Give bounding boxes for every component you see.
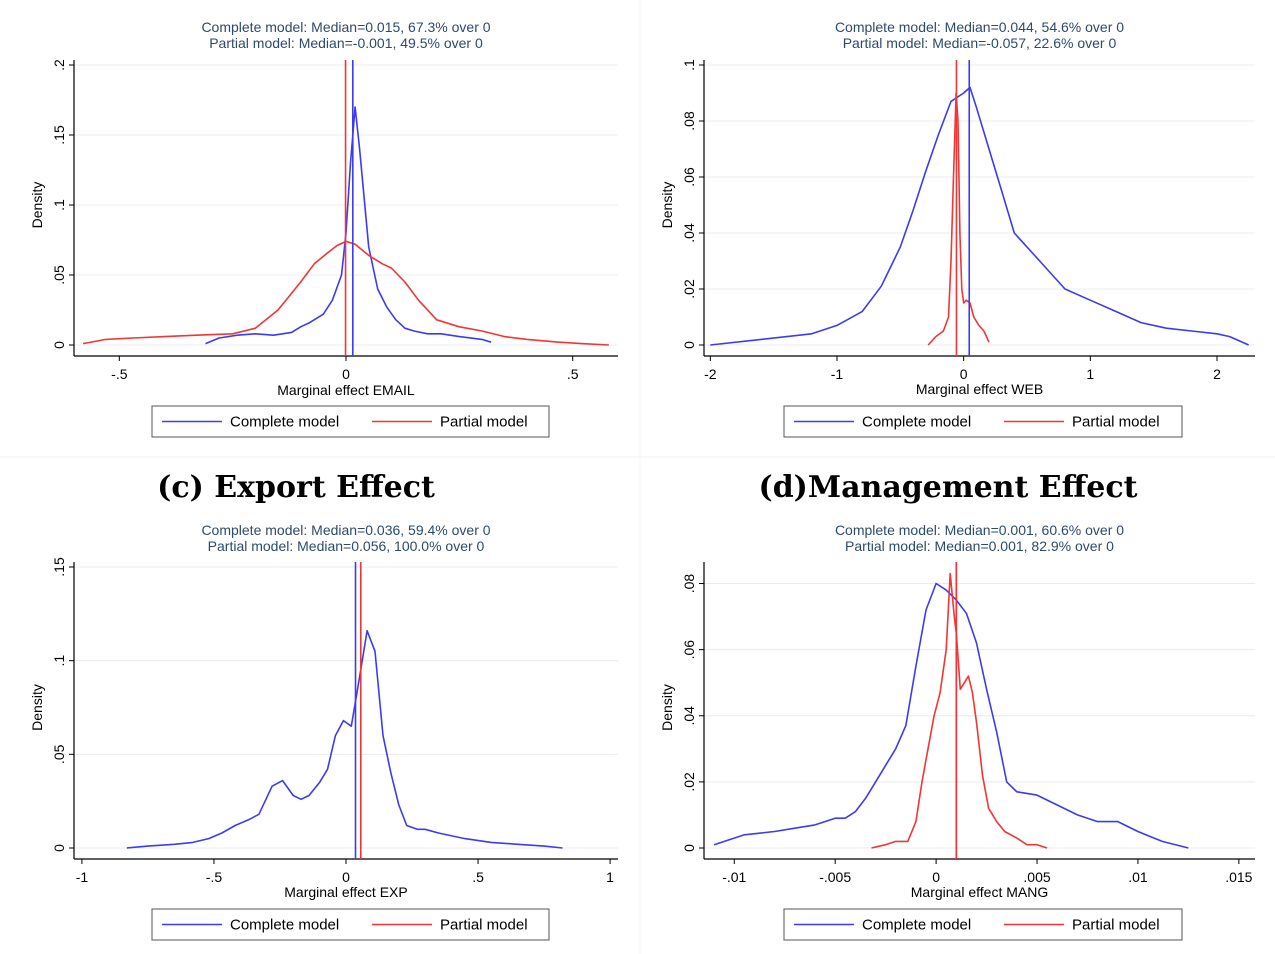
y-tick-label: .06 <box>681 167 697 187</box>
y-axis-label: Density <box>29 684 45 731</box>
x-tick-label: 0 <box>342 869 350 885</box>
x-tick-label: .005 <box>1023 869 1050 885</box>
chart-subtitle: Partial model: Median=-0.057, 22.6% over… <box>843 35 1117 51</box>
y-tick-label: .1 <box>681 59 697 71</box>
x-tick-label: .5 <box>567 366 579 382</box>
y-axis-label: Density <box>659 684 675 731</box>
x-axis-label: Marginal effect EXP <box>284 884 407 900</box>
y-tick-label: .05 <box>51 265 67 285</box>
x-tick-label: -.5 <box>111 366 128 382</box>
y-axis-label: Density <box>29 182 45 229</box>
y-tick-label: 0 <box>51 341 67 349</box>
legend-label-complete: Complete model <box>230 917 339 934</box>
chart-panel-2: Complete model: Median=0.036, 59.4% over… <box>29 522 618 941</box>
chart-panel-0: Complete model: Median=0.015, 67.3% over… <box>29 19 618 438</box>
legend: Complete model Partial model <box>151 405 550 438</box>
legend-label-partial: Partial model <box>440 917 528 934</box>
x-tick-label: -.01 <box>722 869 746 885</box>
x-axis-label: Marginal effect MANG <box>911 884 1048 900</box>
chart-panel-1: Complete model: Median=0.044, 54.6% over… <box>659 19 1255 438</box>
series-line-complete <box>126 629 563 849</box>
legend-label-partial: Partial model <box>440 414 528 431</box>
legend: Complete model Partial model <box>783 405 1183 438</box>
x-tick-label: -.005 <box>819 869 851 885</box>
legend-label-complete: Complete model <box>862 917 971 934</box>
chart-subtitle: Complete model: Median=0.044, 54.6% over… <box>835 19 1124 35</box>
series-line-complete <box>710 86 1250 346</box>
panel-caption: (c) Export Effect <box>157 470 435 505</box>
y-tick-label: .15 <box>51 125 67 145</box>
x-tick-label: 1 <box>606 869 614 885</box>
y-tick-label: .08 <box>681 574 697 594</box>
y-tick-label: 0 <box>681 844 697 852</box>
legend: Complete model Partial model <box>151 908 550 941</box>
y-tick-label: .1 <box>51 655 67 667</box>
y-tick-label: .06 <box>681 640 697 660</box>
x-tick-label: .015 <box>1225 869 1252 885</box>
x-tick-label: -1 <box>76 869 89 885</box>
x-tick-label: .01 <box>1128 869 1148 885</box>
legend-label-complete: Complete model <box>862 414 971 431</box>
chart-panel-3: Complete model: Median=0.001, 60.6% over… <box>659 522 1255 941</box>
series-line-complete <box>713 582 1189 849</box>
x-tick-label: 0 <box>342 366 350 382</box>
series-line-complete <box>205 106 492 345</box>
x-tick-label: 0 <box>932 869 940 885</box>
x-tick-label: 1 <box>1086 366 1094 382</box>
legend: Complete model Partial model <box>783 908 1183 941</box>
y-tick-label: .02 <box>681 279 697 299</box>
y-tick-label: .15 <box>51 557 67 577</box>
x-tick-label: 0 <box>960 366 968 382</box>
y-tick-label: .05 <box>51 744 67 764</box>
x-tick-label: 2 <box>1213 366 1221 382</box>
chart-subtitle: Complete model: Median=0.036, 59.4% over… <box>201 522 490 538</box>
y-tick-label: .1 <box>51 199 67 211</box>
legend-label-complete: Complete model <box>230 414 339 431</box>
panel-caption: (d)Management Effect <box>759 470 1138 505</box>
x-tick-label: -.5 <box>206 869 223 885</box>
chart-subtitle: Complete model: Median=0.001, 60.6% over… <box>835 522 1124 538</box>
chart-subtitle: Complete model: Median=0.015, 67.3% over… <box>201 19 490 35</box>
x-tick-label: -2 <box>704 366 717 382</box>
series-line-partial <box>82 240 609 346</box>
y-axis-label: Density <box>659 182 675 229</box>
y-tick-label: .08 <box>681 111 697 131</box>
y-tick-label: 0 <box>51 844 67 852</box>
x-tick-label: -1 <box>831 366 844 382</box>
y-tick-label: .02 <box>681 772 697 792</box>
x-axis-label: Marginal effect WEB <box>916 381 1043 397</box>
legend-label-partial: Partial model <box>1072 414 1160 431</box>
y-tick-label: .2 <box>51 59 67 71</box>
chart-subtitle: Partial model: Median=0.056, 100.0% over… <box>208 538 485 554</box>
chart-subtitle: Partial model: Median=-0.001, 49.5% over… <box>209 35 483 51</box>
y-tick-label: .04 <box>681 706 697 726</box>
chart-subtitle: Partial model: Median=0.001, 82.9% over … <box>845 538 1114 554</box>
x-tick-label: .5 <box>472 869 484 885</box>
series-line-partial <box>871 572 1048 849</box>
x-axis-label: Marginal effect EMAIL <box>277 382 415 398</box>
legend-label-partial: Partial model <box>1072 917 1160 934</box>
y-tick-label: 0 <box>681 341 697 349</box>
series-line-partial <box>927 92 990 346</box>
y-tick-label: .04 <box>681 223 697 243</box>
